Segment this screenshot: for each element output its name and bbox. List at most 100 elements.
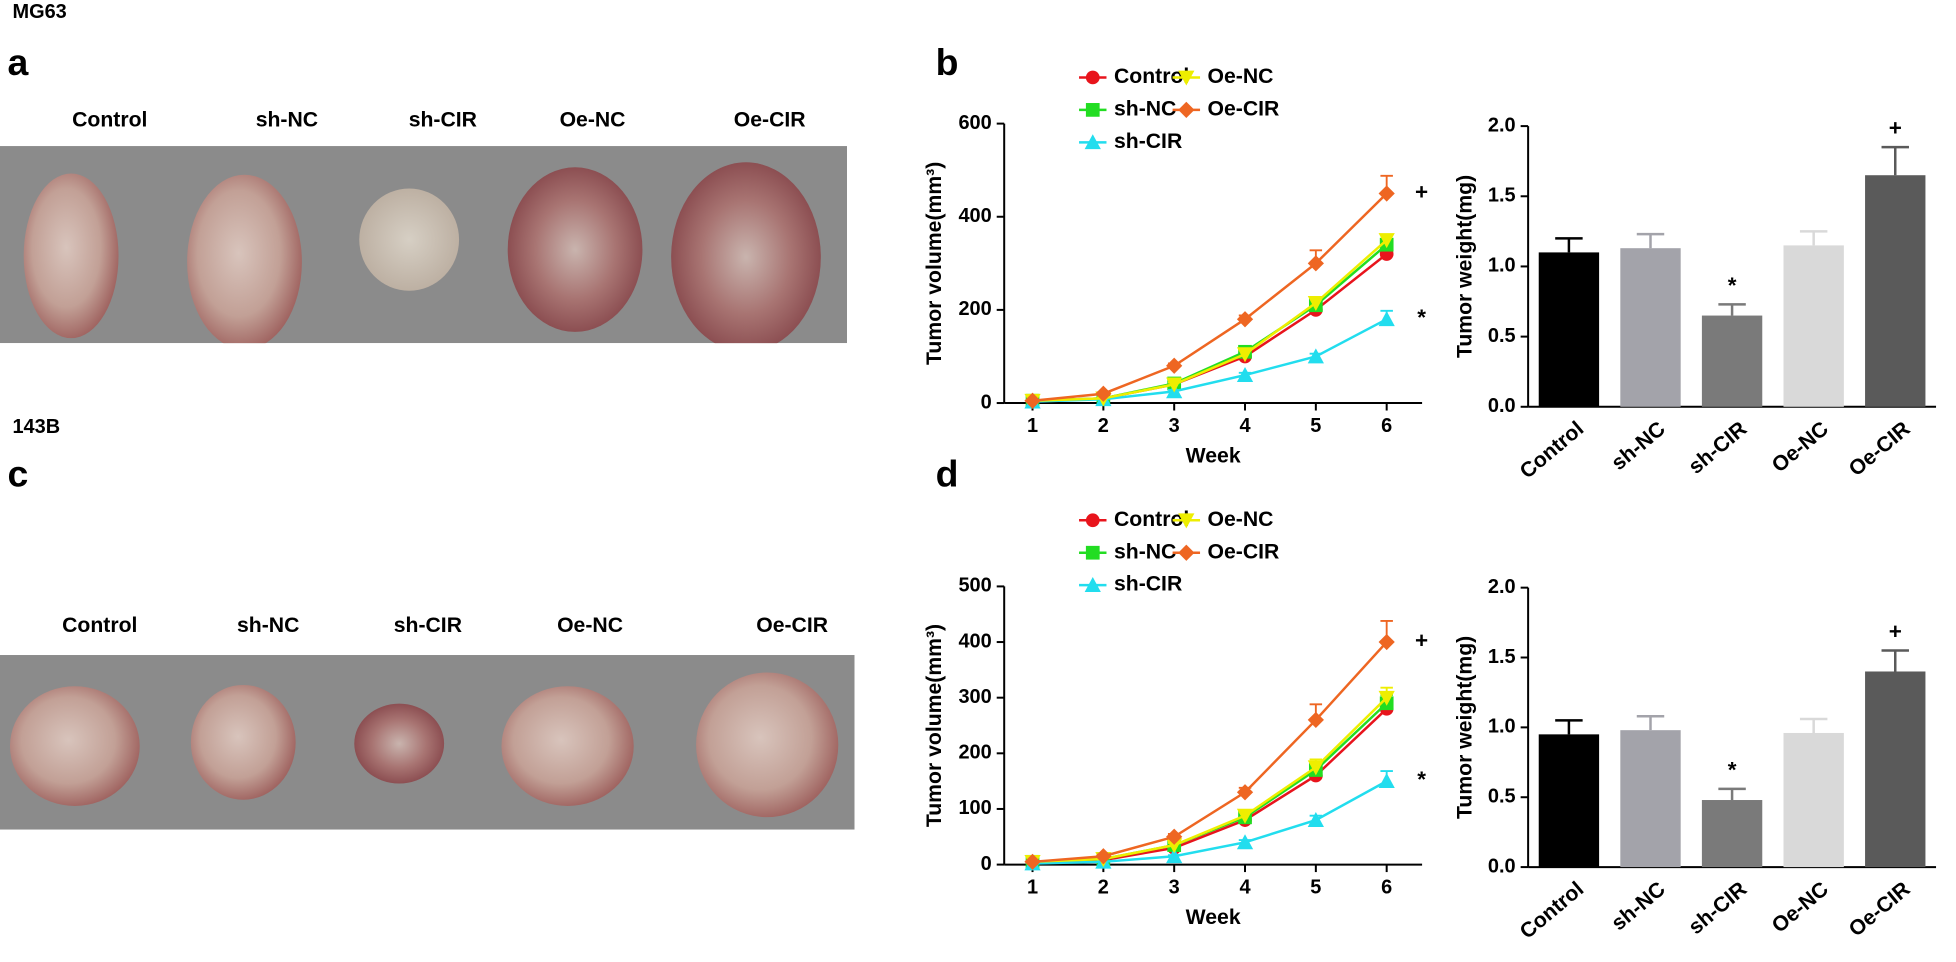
point [1236, 347, 1254, 363]
annotation: + [1415, 628, 1428, 653]
point [1378, 633, 1395, 651]
y-tick-label: 1.5 [1488, 185, 1516, 207]
x-tick-label: 6 [1381, 415, 1392, 437]
bar [1783, 732, 1844, 868]
error-bar [1799, 717, 1828, 733]
photo-label: Control [62, 614, 137, 637]
x-axis-label: Week [1186, 444, 1241, 467]
x-tick-label: sh-NC [1607, 878, 1670, 936]
photo-label: Oe-CIR [734, 109, 806, 132]
y-tick-label: 1.5 [1488, 646, 1516, 668]
y-tick-label: 100 [958, 797, 991, 819]
bar [1865, 671, 1926, 868]
bar [1783, 245, 1844, 407]
point [1166, 377, 1183, 393]
x-tick-label: 3 [1169, 415, 1180, 437]
cell-line-label: MG63 [12, 1, 66, 23]
bar [1701, 800, 1763, 868]
series-line [1032, 696, 1388, 864]
series-line [1032, 239, 1388, 402]
photo-label: sh-CIR [394, 614, 462, 637]
y-axis-label: Tumor weight(mg) [1453, 636, 1476, 819]
x-tick-label: Oe-CIR [1845, 878, 1915, 942]
error-bar [1718, 787, 1746, 801]
y-tick-label: 0.5 [1488, 325, 1516, 347]
bar [1620, 730, 1681, 868]
y-tick-label: 0.0 [1488, 395, 1516, 417]
x-tick-label: 1 [1027, 877, 1038, 899]
y-tick-label: 0 [981, 853, 992, 875]
legend-label: Oe-CIR [1208, 540, 1280, 563]
legend-label: Oe-CIR [1208, 97, 1280, 120]
point [1378, 233, 1395, 249]
point [1095, 848, 1112, 865]
y-tick-label: 400 [958, 205, 991, 227]
panel-label: b [936, 41, 959, 83]
legend-marker [1084, 577, 1101, 593]
error-bar [1881, 649, 1909, 672]
legend-label: Control [1114, 65, 1189, 88]
legend-label: sh-CIR [1114, 573, 1182, 596]
y-tick-label: 0.0 [1488, 855, 1516, 877]
y-tick-label: 1.0 [1488, 716, 1516, 738]
photo-label: Oe-CIR [756, 614, 828, 637]
photo-label: Oe-NC [557, 614, 623, 637]
point [1378, 690, 1395, 706]
annotation: + [1889, 619, 1902, 644]
error-bar [1799, 230, 1828, 246]
error-bar [1555, 719, 1583, 735]
series-line [1032, 702, 1388, 864]
error-bar [1881, 145, 1909, 176]
point [1024, 392, 1041, 409]
legend-label: sh-CIR [1114, 130, 1182, 153]
x-tick-label: 6 [1381, 877, 1392, 899]
y-tick-label: 400 [958, 630, 991, 652]
point [1236, 834, 1254, 850]
series-line [1032, 192, 1388, 402]
y-axis-label: Tumor volume(mm³) [923, 162, 946, 365]
y-tick-label: 2.0 [1488, 576, 1516, 598]
error-bar [1636, 232, 1665, 249]
point [1024, 853, 1041, 870]
annotation: * [1728, 757, 1737, 782]
annotation: + [1889, 116, 1902, 141]
error-bar [1718, 303, 1746, 316]
photo-a [0, 146, 848, 344]
legend-label: Oe-NC [1208, 65, 1274, 88]
x-tick-label: 2 [1098, 415, 1109, 437]
y-tick-label: 0.5 [1488, 785, 1516, 807]
legend-marker [1178, 544, 1195, 561]
point [1378, 185, 1395, 202]
legend-marker [1085, 545, 1100, 560]
point [1166, 357, 1183, 374]
bar [1865, 175, 1926, 407]
point [1307, 760, 1324, 776]
series-line [1032, 780, 1388, 865]
y-tick-label: 500 [958, 575, 991, 597]
series-line [1032, 253, 1388, 402]
photo-label: Oe-NC [560, 109, 626, 132]
y-axis-label: Tumor volume(mm³) [923, 624, 946, 827]
x-tick-label: Oe-NC [1768, 417, 1833, 477]
bar [1538, 734, 1600, 868]
point [1307, 811, 1324, 827]
error-bar [1555, 237, 1583, 253]
x-tick-label: 5 [1310, 877, 1321, 899]
x-tick-label: sh-NC [1607, 417, 1670, 475]
x-tick-label: 1 [1027, 415, 1038, 437]
panel-label: c [7, 453, 28, 495]
y-tick-label: 300 [958, 686, 991, 708]
legend-marker [1178, 101, 1195, 118]
point [1307, 711, 1324, 729]
x-tick-label: Oe-CIR [1845, 417, 1915, 481]
legend-label: Control [1114, 508, 1189, 531]
legend-marker [1085, 103, 1100, 117]
x-tick-label: 2 [1098, 877, 1109, 899]
legend-marker [1085, 513, 1100, 528]
x-tick-label: 4 [1239, 415, 1250, 437]
point [1236, 808, 1254, 824]
x-tick-label: Oe-NC [1768, 878, 1833, 938]
photo-label: Control [72, 109, 147, 132]
